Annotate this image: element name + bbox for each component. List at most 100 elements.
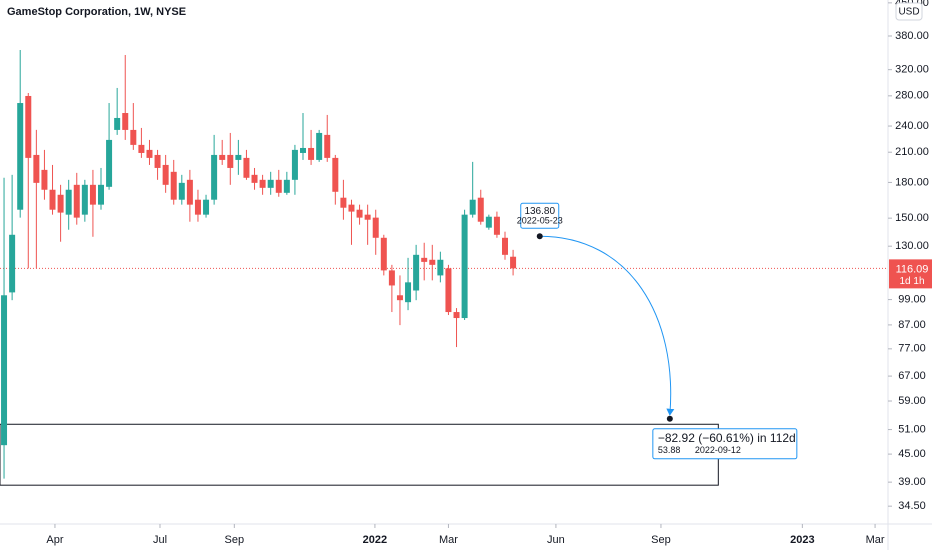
candle-body	[146, 149, 153, 158]
y-tick-label: 34.50	[898, 500, 926, 512]
candle-body	[170, 171, 177, 200]
y-tick-label: 59.00	[898, 395, 926, 407]
projection-change: −82.92 (−60.61%) in 112d	[658, 431, 796, 445]
candle-body	[235, 154, 242, 160]
candle-body	[421, 257, 428, 262]
y-tick-label: 51.00	[898, 423, 926, 435]
projection-point	[666, 415, 673, 422]
candle-body	[219, 154, 226, 160]
candle-body	[49, 189, 56, 210]
candle-body	[251, 174, 258, 183]
x-tick-label: 2023	[790, 534, 814, 546]
last-price-box	[889, 259, 932, 289]
y-tick-label: 67.00	[898, 370, 926, 382]
candle-body	[89, 184, 96, 205]
candle-body	[485, 216, 492, 228]
candle-body	[469, 199, 476, 215]
candle-body	[356, 209, 363, 218]
candle-body	[17, 103, 24, 210]
y-tick-label: 77.00	[898, 343, 926, 355]
chart-title: GameStop Corporation, 1W, NYSE	[7, 6, 186, 18]
candle-body	[445, 268, 452, 313]
y-tick-label: 45.00	[898, 448, 926, 460]
candle-body	[510, 256, 517, 269]
candle-body	[227, 154, 234, 168]
candle-body	[138, 144, 145, 153]
candle-body	[413, 254, 420, 291]
callout-value: 136.80	[524, 206, 555, 217]
candle-body	[316, 132, 323, 160]
candle-body	[380, 237, 387, 271]
y-tick-label: 380.00	[895, 30, 929, 42]
candle-body	[154, 154, 161, 168]
candle-body	[340, 197, 347, 208]
candle-body	[267, 179, 274, 188]
candle-body	[453, 312, 460, 319]
y-tick-label: 240.00	[895, 120, 929, 132]
candle-body	[73, 184, 80, 218]
candle-body	[1, 295, 8, 446]
candle-body	[259, 179, 266, 188]
candle-body	[493, 216, 500, 235]
projection-value: 53.88	[658, 445, 681, 455]
candle-body	[243, 157, 250, 178]
y-tick-label: 130.00	[895, 240, 929, 252]
candle-body	[122, 113, 129, 130]
candle-body	[405, 282, 412, 303]
x-tick-label: 2022	[363, 534, 387, 546]
callout-point	[536, 233, 543, 240]
candle-body	[9, 234, 16, 293]
y-tick-label: 87.00	[898, 319, 926, 331]
candle-body	[291, 149, 298, 180]
callout-date: 2022-05-23	[517, 216, 563, 226]
x-tick-label: Jul	[153, 534, 167, 546]
x-tick-label: Sep	[651, 534, 671, 546]
candle-body	[41, 169, 48, 190]
x-tick-label: Mar	[439, 534, 458, 546]
candle-body	[186, 179, 193, 205]
callout-box	[520, 202, 560, 229]
candle-body	[33, 154, 40, 183]
candle-body	[477, 197, 484, 222]
y-tick-label: 210.00	[895, 146, 929, 158]
candle-body	[25, 95, 32, 158]
candle-body	[324, 134, 331, 158]
candle-body	[437, 259, 444, 276]
projection-date: 2022-09-12	[695, 445, 741, 455]
axes: 34.50 39.00 45.00 51.00 59.00 67.00 77.00 87.00…	[46, 0, 932, 546]
candle-body	[396, 295, 403, 301]
y-tick-label: 180.00	[895, 176, 929, 188]
candle-body	[81, 184, 88, 215]
projection-arrow	[539, 235, 675, 416]
last-price-countdown: 1d 1h	[899, 276, 924, 287]
candle-body	[106, 139, 113, 187]
candle-body	[65, 189, 72, 215]
candle-body	[300, 147, 307, 153]
candle-body	[57, 194, 64, 213]
currency-label[interactable]: USD	[898, 7, 919, 18]
candle-body	[348, 204, 355, 212]
x-tick-label: Sep	[225, 534, 245, 546]
candle-body	[502, 237, 509, 255]
x-tick-label: Jun	[547, 534, 565, 546]
candle-body	[114, 117, 121, 130]
projection-box	[652, 428, 798, 460]
candle-body	[308, 147, 315, 160]
candle-body	[98, 184, 105, 205]
candle-body	[283, 179, 290, 193]
y-tick-label: 280.00	[895, 90, 929, 102]
x-tick-label: Apr	[46, 534, 63, 546]
candle-body	[178, 182, 185, 200]
candle-body	[211, 154, 218, 200]
candle-body	[275, 179, 282, 193]
candle-body	[194, 199, 201, 215]
currency-box[interactable]	[895, 2, 923, 21]
candle-body	[162, 164, 169, 185]
last-price-label: 116.09	[896, 263, 929, 275]
candle-body	[364, 214, 371, 220]
candle-body	[130, 129, 137, 145]
y-tick-label: 39.00	[898, 476, 926, 488]
y-tick-label: 150.00	[895, 212, 929, 224]
